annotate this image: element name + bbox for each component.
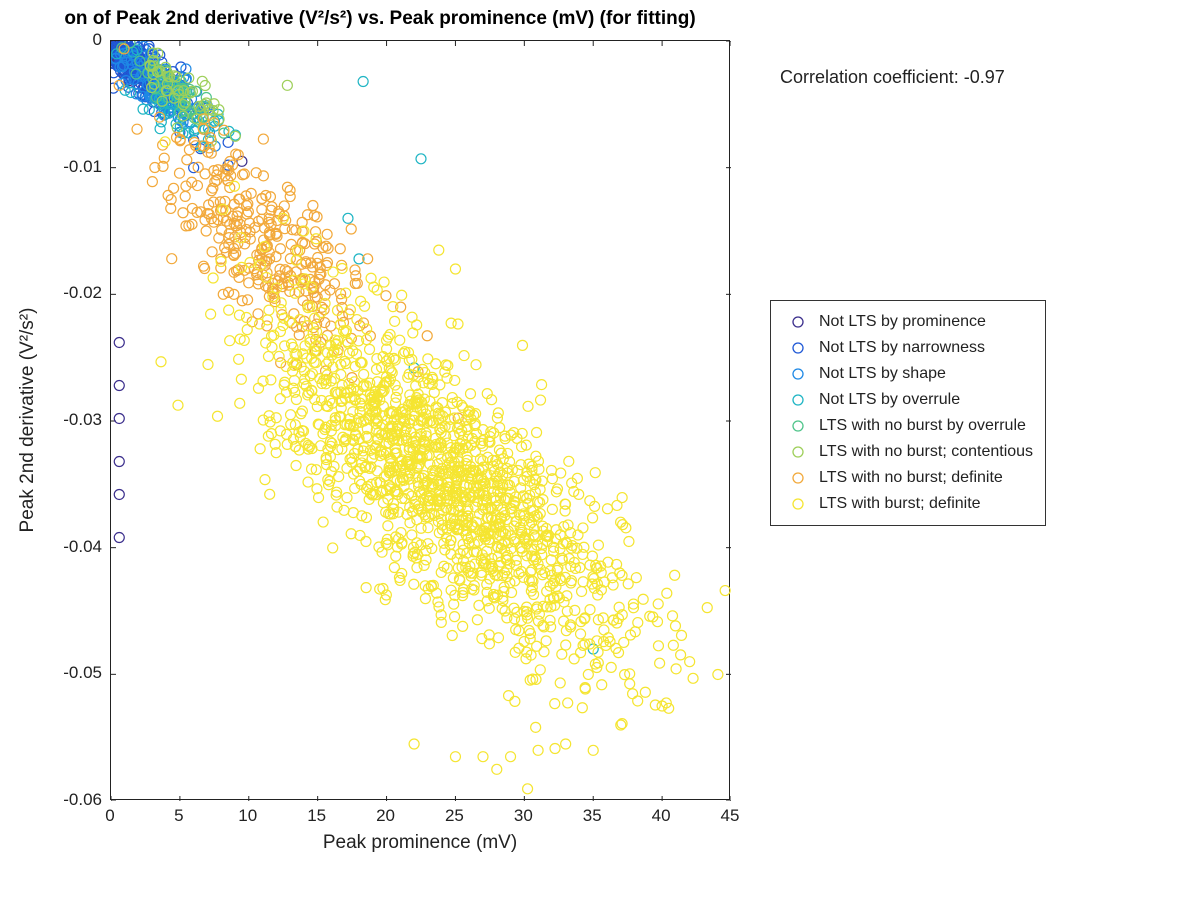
legend-item: LTS with no burst; definite [781, 465, 1033, 491]
legend-label: LTS with burst; definite [815, 495, 981, 513]
y-tick-label: -0.01 [63, 157, 102, 177]
legend-marker-icon [781, 469, 815, 487]
legend-item: Not LTS by shape [781, 361, 1033, 387]
legend-marker-icon [781, 365, 815, 383]
y-tick-label: -0.02 [63, 283, 102, 303]
legend-item: Not LTS by overrule [781, 387, 1033, 413]
legend-marker-icon [781, 417, 815, 435]
x-tick-label: 10 [238, 806, 257, 826]
legend-label: LTS with no burst by overrule [815, 417, 1026, 435]
legend-marker-icon [781, 443, 815, 461]
y-axis-label: Peak 2nd derivative (V²/s²) [17, 308, 39, 533]
x-tick-label: 40 [652, 806, 671, 826]
legend-item: LTS with burst; definite [781, 491, 1033, 517]
chart-title: on of Peak 2nd derivative (V²/s²) vs. Pe… [0, 8, 760, 30]
y-tick-label: -0.03 [63, 410, 102, 430]
legend-label: Not LTS by narrowness [815, 339, 985, 357]
x-tick-label: 45 [721, 806, 740, 826]
legend-item: LTS with no burst by overrule [781, 413, 1033, 439]
legend-item: Not LTS by narrowness [781, 335, 1033, 361]
y-tick-label: -0.05 [63, 663, 102, 683]
legend-marker-icon [781, 495, 815, 513]
x-tick-label: 30 [514, 806, 533, 826]
y-tick-label: 0 [93, 30, 102, 50]
series-lts-with-burst;-definite [156, 137, 730, 794]
legend-label: LTS with no burst; definite [815, 469, 1003, 487]
x-tick-label: 35 [583, 806, 602, 826]
legend-marker-icon [781, 339, 815, 357]
x-tick-label: 20 [376, 806, 395, 826]
x-tick-label: 0 [105, 806, 114, 826]
legend-label: Not LTS by overrule [815, 391, 960, 409]
correlation-annotation: Correlation coefficient: -0.97 [780, 67, 1005, 88]
legend-label: Not LTS by prominence [815, 313, 986, 331]
legend-marker-icon [781, 391, 815, 409]
y-tick-label: -0.04 [63, 537, 102, 557]
legend-marker-icon [781, 313, 815, 331]
legend: Not LTS by prominence Not LTS by narrowne… [770, 300, 1046, 526]
x-axis-label: Peak prominence (mV) [323, 832, 517, 854]
legend-item: Not LTS by prominence [781, 309, 1033, 335]
plot-area [110, 40, 730, 800]
x-tick-label: 25 [445, 806, 464, 826]
x-tick-label: 15 [307, 806, 326, 826]
x-tick-label: 5 [174, 806, 183, 826]
legend-item: LTS with no burst; contentious [781, 439, 1033, 465]
legend-label: LTS with no burst; contentious [815, 443, 1033, 461]
legend-label: Not LTS by shape [815, 365, 946, 383]
y-tick-label: -0.06 [63, 790, 102, 810]
